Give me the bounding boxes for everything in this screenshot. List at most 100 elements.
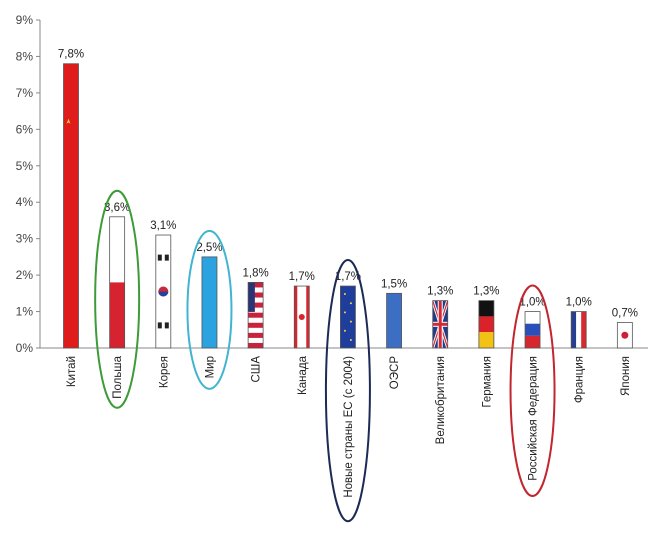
- bar-part: [109, 282, 125, 348]
- highlight-oval: [186, 229, 233, 390]
- bar: [155, 234, 172, 349]
- data-label: 1,7%: [289, 271, 315, 283]
- flag-canton: [248, 282, 255, 312]
- flag-stripe: [248, 282, 264, 288]
- data-label: 1,8%: [243, 267, 269, 279]
- flag-star: [343, 293, 346, 296]
- bar: [432, 300, 449, 349]
- flag-star: [343, 311, 346, 314]
- flag-star: [343, 329, 346, 332]
- y-axis: 0% 1% 2% 3% 4% 5% 6% 7% 8% 9%: [16, 13, 648, 355]
- y-tick-label: 1%: [16, 305, 34, 319]
- flag-stripe: [248, 332, 264, 338]
- bar: [570, 311, 587, 349]
- category-label: Корея: [158, 356, 170, 388]
- flag-star: [349, 339, 352, 341]
- flag-trigram: [164, 254, 169, 261]
- bar-outline: [478, 300, 495, 349]
- bar-part: [340, 286, 356, 348]
- y-tick-label: 8%: [16, 49, 34, 63]
- bar: [340, 285, 356, 349]
- category-label: Новые страны ЕС (с 2004): [343, 356, 355, 498]
- y-tick-label: 4%: [16, 195, 34, 209]
- flag-stripe: [248, 302, 264, 308]
- bar-outline: [293, 285, 310, 349]
- data-label: 1,0%: [566, 297, 592, 309]
- bar-outline: [201, 256, 218, 349]
- flag-cross: [432, 322, 448, 326]
- bar-outline: [616, 322, 633, 349]
- category-label: Япония: [620, 356, 632, 396]
- flag-stripe: [248, 322, 264, 328]
- bar: [616, 322, 633, 349]
- bar-part: [478, 332, 494, 348]
- bar-outline: [340, 285, 356, 349]
- bar-part: [571, 311, 577, 348]
- bar: [109, 216, 126, 349]
- bar: [293, 285, 310, 349]
- category-label: Великобритания: [435, 356, 447, 444]
- y-tick-label: 9%: [16, 13, 34, 27]
- y-tick-label: 7%: [16, 86, 34, 100]
- flag-stripe: [248, 342, 264, 348]
- highlight-oval: [509, 284, 556, 497]
- bar-part: [525, 311, 541, 324]
- category-label: Германия: [481, 356, 493, 408]
- bar-outline: [524, 311, 541, 349]
- flag-star: [66, 118, 71, 124]
- bar-outline: [432, 300, 449, 349]
- bar-part: [478, 300, 494, 317]
- flag-disc: [621, 331, 629, 339]
- bar: [478, 300, 495, 349]
- data-label: 0,7%: [612, 307, 638, 319]
- bar-part: [478, 316, 494, 333]
- category-labels-layer: Китай Польша Корея Мир США Канада Новые страны…: [66, 355, 632, 497]
- category-label: ОЭСР: [389, 356, 401, 390]
- bar-outline: [386, 292, 402, 349]
- bars-layer: [63, 63, 633, 349]
- flag-trigram: [157, 322, 162, 329]
- data-label: 1,7%: [335, 271, 361, 283]
- bar-part: [294, 286, 298, 348]
- bar-outline: [63, 63, 79, 349]
- bar-part: [306, 286, 310, 348]
- flag-star: [349, 320, 352, 323]
- bar-part: [109, 216, 125, 283]
- bar-outline: [155, 234, 172, 349]
- bar-part: [581, 311, 587, 348]
- bar-part: [525, 335, 541, 348]
- bar: [386, 292, 402, 349]
- category-label: Китай: [66, 356, 78, 387]
- highlight-ovals-layer: [94, 189, 556, 523]
- y-tick-label: 0%: [16, 341, 34, 355]
- category-label: США: [251, 356, 263, 383]
- flag-stripe: [248, 292, 264, 298]
- data-label: 7,8%: [58, 49, 84, 61]
- data-label: 1,5%: [381, 278, 407, 290]
- category-label: Франция: [574, 356, 586, 403]
- data-labels-layer: 7,8% 3,6% 3,1% 2,5% 1,8% 1,7% 1,7% 1,5% 1,3% 1,3%…: [58, 49, 638, 320]
- category-label: Российская Федерация: [528, 356, 540, 481]
- category-label: Канада: [297, 355, 309, 395]
- data-label: 2,5%: [196, 242, 222, 254]
- category-label: Польша: [112, 355, 124, 398]
- y-tick-label: 2%: [16, 268, 34, 282]
- data-label: 3,1%: [150, 220, 176, 232]
- data-label: 1,0%: [519, 297, 545, 309]
- flag-leaf: [298, 314, 305, 321]
- bar-part: [386, 293, 402, 348]
- bar-outline: [109, 216, 126, 349]
- bar: [247, 281, 264, 349]
- highlight-oval: [94, 189, 141, 409]
- bar-part: [525, 323, 541, 336]
- bar: [524, 311, 541, 349]
- data-label: 3,6%: [104, 202, 130, 214]
- flag-emblem: [158, 291, 169, 297]
- data-label: 1,3%: [473, 286, 499, 298]
- highlight-oval: [324, 259, 371, 523]
- bar-part: [576, 311, 582, 348]
- flag-trigram: [157, 254, 162, 261]
- bar-part: [63, 63, 79, 348]
- bar-outline: [247, 281, 264, 349]
